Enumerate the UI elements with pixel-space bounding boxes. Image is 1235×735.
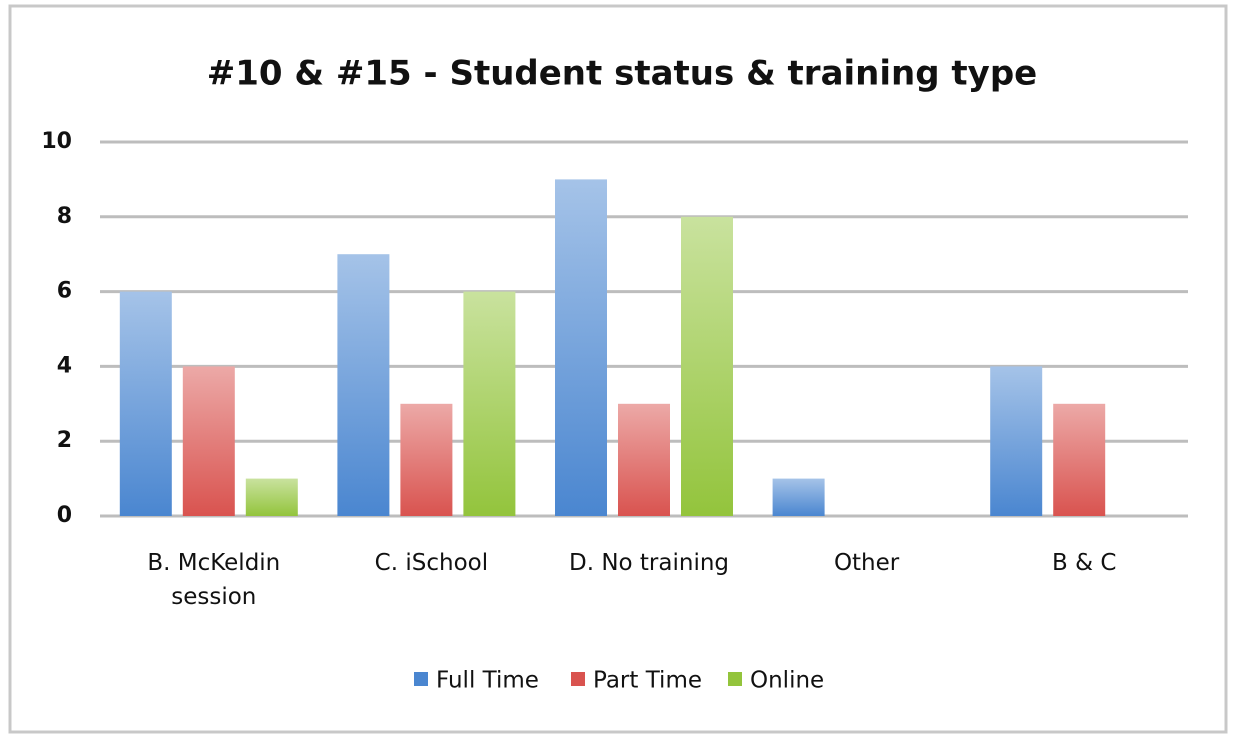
bar — [182, 366, 235, 516]
bar — [772, 478, 825, 516]
x-tick-label: Other — [833, 550, 900, 576]
legend-label: Online — [750, 668, 824, 694]
y-tick-label: 8 — [57, 204, 72, 229]
y-tick-label: 6 — [57, 279, 72, 304]
legend-swatch — [728, 672, 742, 686]
legend-swatch — [571, 672, 585, 686]
x-tick-label: B & C — [1051, 550, 1117, 576]
bar — [337, 254, 390, 516]
x-tick-label: C. iSchool — [374, 550, 489, 576]
x-tick-label: B. McKeldin session — [147, 550, 281, 610]
y-tick-label: 2 — [57, 428, 72, 453]
bar — [681, 216, 733, 517]
legend-swatch — [414, 672, 428, 686]
bar — [463, 291, 516, 516]
chart-title: #10 & #15 - Student status & training ty… — [207, 54, 1037, 94]
legend-label: Part Time — [593, 668, 702, 694]
bar — [119, 291, 172, 516]
bar — [618, 403, 670, 516]
x-tick-label: D. No training — [568, 550, 730, 576]
bar — [555, 179, 607, 516]
bar — [400, 403, 453, 516]
legend-label: Full Time — [436, 668, 539, 694]
bar — [990, 366, 1043, 516]
y-tick-label: 4 — [57, 353, 72, 378]
y-tick-label: 10 — [41, 129, 72, 154]
y-tick-label: 0 — [57, 503, 72, 528]
bar — [245, 478, 298, 516]
bar — [1053, 403, 1106, 516]
